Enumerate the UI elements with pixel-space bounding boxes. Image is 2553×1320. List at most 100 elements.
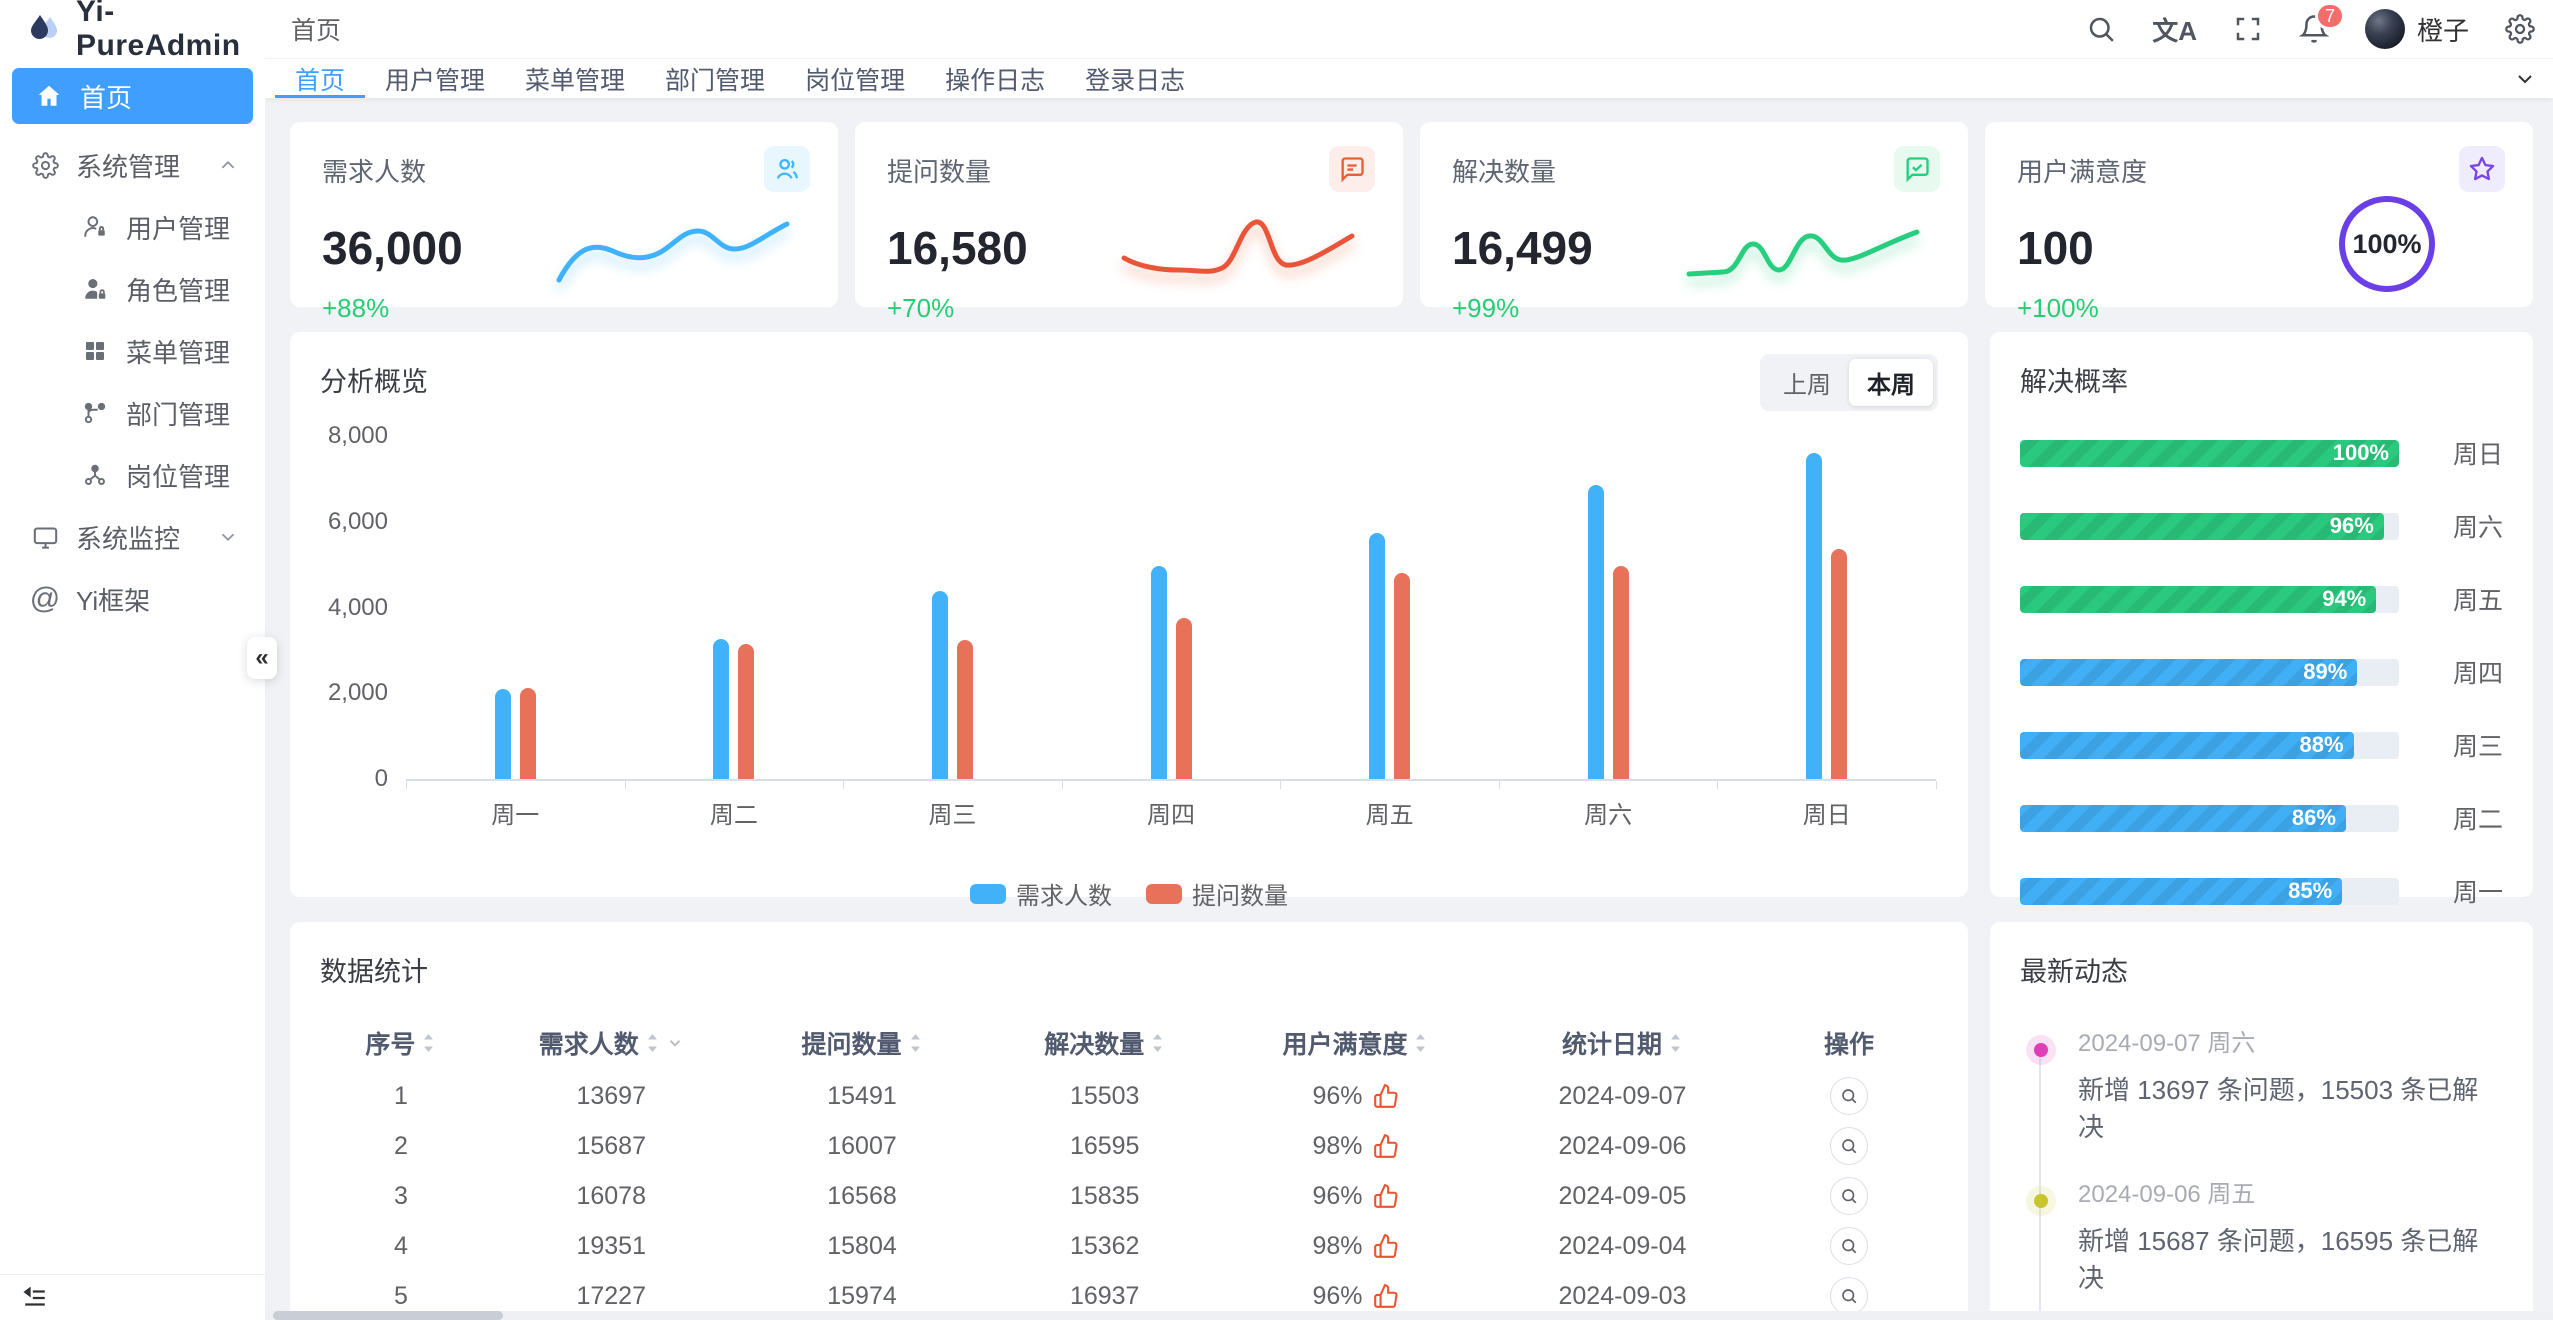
solve-rate-row-周四: 89% 周四 (2020, 654, 2503, 690)
news-item: 2024-09-07 周六 新增 13697 条问题，15503 条已解决 (2026, 1023, 2503, 1144)
x-axis-tick (1717, 781, 1719, 789)
sidebar-item-system-management[interactable]: 系统管理 (0, 134, 265, 196)
sidebar-item-label: 用户管理 (126, 213, 231, 244)
sidebar-item-role-management[interactable]: 角色管理 (0, 258, 265, 320)
column-label: 需求人数 (538, 1031, 639, 1059)
cell-date: 2024-09-05 (1558, 1181, 1687, 1210)
cell-solved: 15503 (1069, 1081, 1140, 1110)
column-header-用户满意度[interactable]: 用户满意度 (1226, 1015, 1485, 1071)
satisfaction-ring: 100% (2339, 196, 2435, 292)
tab-3[interactable]: 部门管理 (665, 66, 766, 95)
bar-需求人数-周五[interactable] (1369, 533, 1386, 779)
tab-4[interactable]: 岗位管理 (805, 66, 906, 95)
sort-icon[interactable] (1413, 1030, 1428, 1056)
sidebar-item-yi-framework[interactable]: @ Yi框架 (0, 568, 265, 630)
column-header-需求人数[interactable]: 需求人数 (482, 1015, 741, 1071)
progress-percent-label: 89% (2303, 659, 2348, 684)
column-header-统计日期[interactable]: 统计日期 (1485, 1015, 1760, 1071)
view-row-button[interactable] (1829, 1227, 1868, 1265)
news-text: 新增 15687 条问题，16595 条已解决 (2078, 1226, 2479, 1293)
sort-icon[interactable] (908, 1030, 923, 1056)
tab-1[interactable]: 用户管理 (385, 66, 486, 95)
stat-delta: +88% (322, 293, 390, 323)
sidebar: Yi-PureAdmin 首页 系统管理 用户管理 (0, 0, 265, 1320)
view-row-button[interactable] (1829, 1277, 1868, 1315)
stat-title: 需求人数 (322, 157, 427, 187)
stat-title: 用户满意度 (2017, 157, 2148, 187)
view-row-button[interactable] (1829, 1177, 1868, 1215)
last-week-button[interactable]: 上周 (1783, 372, 1831, 399)
stat-card-solved: 解决数量 16,499 +99% (1420, 122, 1968, 323)
tab-6[interactable]: 登录日志 (1085, 66, 1186, 95)
bar-提问数量-周五[interactable] (1394, 573, 1411, 779)
app-logo[interactable]: Yi-PureAdmin (0, 0, 265, 62)
sidebar-item-menu-management[interactable]: 菜单管理 (0, 320, 265, 382)
progress-track: 96% (2020, 512, 2399, 540)
bar-需求人数-周三[interactable] (931, 591, 948, 779)
legend-item-需求人数[interactable]: 需求人数 (970, 876, 1112, 911)
tab-0[interactable]: 首页 (275, 59, 366, 98)
sort-icon[interactable] (645, 1030, 660, 1056)
sidebar-item-user-management[interactable]: 用户管理 (0, 196, 265, 258)
sidebar-item-label: 系统管理 (76, 151, 181, 182)
sidebar-item-home[interactable]: 首页 (12, 68, 253, 124)
translate-icon[interactable]: 文A (2152, 15, 2197, 46)
sort-icon[interactable] (1668, 1030, 1683, 1056)
table-row: 5 17227 15974 16937 96% 2024-09-03 (320, 1271, 1938, 1320)
bar-提问数量-周日[interactable] (1831, 549, 1848, 779)
thumbs-up-icon (1373, 1283, 1399, 1309)
bar-需求人数-周四[interactable] (1150, 566, 1167, 779)
solve-rate-row-周日: 100% 周日 (2020, 435, 2503, 471)
search-icon[interactable] (2086, 14, 2116, 44)
bar-需求人数-周日[interactable] (1806, 453, 1823, 779)
filter-chevron-icon[interactable] (666, 1034, 684, 1052)
sidebar-item-post-management[interactable]: 岗位管理 (0, 444, 265, 506)
progress-track: 85% (2020, 877, 2399, 905)
breadcrumb[interactable]: 首页 (291, 17, 342, 45)
x-axis-label: 周二 (709, 802, 758, 829)
view-row-button[interactable] (1829, 1077, 1868, 1115)
user-menu[interactable]: 橙子 (2364, 9, 2469, 49)
bar-提问数量-周三[interactable] (956, 640, 973, 779)
bar-需求人数-周二[interactable] (713, 639, 730, 779)
latest-news-card: 最新动态 2024-09-07 周六 新增 13697 条问题，15503 条已解… (1990, 922, 2533, 1320)
bar-提问数量-周四[interactable] (1175, 618, 1192, 779)
settings-gear-icon[interactable] (2505, 14, 2535, 44)
bar-提问数量-周六[interactable] (1612, 566, 1629, 779)
stats-title: 数据统计 (320, 957, 428, 987)
progress-percent-label: 88% (2299, 732, 2344, 757)
sort-icon[interactable] (1150, 1030, 1165, 1056)
x-axis-tick (406, 781, 407, 789)
data-statistics-card: 数据统计 序号 需求人数 提问数量 解决数量 用户满意度 统计日期 操作 1 13697 154… (290, 922, 1968, 1320)
sidebar-item-label: 首页 (80, 82, 133, 113)
sidebar-item-system-monitor[interactable]: 系统监控 (0, 506, 265, 568)
tab-2[interactable]: 菜单管理 (525, 66, 626, 95)
bar-需求人数-周一[interactable] (494, 689, 511, 779)
bar-提问数量-周一[interactable] (519, 688, 536, 779)
collapse-sidebar-handle[interactable]: « (247, 637, 277, 679)
bar-group-周日 (1717, 436, 1936, 779)
sidebar-item-department-management[interactable]: 部门管理 (0, 382, 265, 444)
tab-5[interactable]: 操作日志 (945, 66, 1046, 95)
column-header-解决数量[interactable]: 解决数量 (983, 1015, 1226, 1071)
this-week-button[interactable]: 本周 (1849, 359, 1933, 406)
stat-delta: +100% (2017, 293, 2099, 323)
thumbs-up-icon (1373, 1133, 1399, 1159)
legend-item-提问数量[interactable]: 提问数量 (1146, 876, 1288, 911)
fullscreen-icon[interactable] (2233, 14, 2263, 44)
bar-提问数量-周二[interactable] (738, 644, 755, 779)
cell-demand: 19351 (576, 1231, 646, 1260)
scrollbar-thumb[interactable] (273, 1311, 503, 1320)
cell-demand: 16078 (576, 1181, 646, 1210)
cell-date: 2024-09-04 (1558, 1231, 1687, 1260)
bar-需求人数-周六[interactable] (1587, 485, 1604, 779)
view-row-button[interactable] (1829, 1127, 1868, 1165)
sidebar-fold-button[interactable] (0, 1274, 265, 1320)
horizontal-scrollbar[interactable] (265, 1311, 2553, 1320)
cell-action (1760, 1071, 1938, 1121)
column-header-提问数量[interactable]: 提问数量 (741, 1015, 984, 1071)
notifications-button[interactable]: 7 (2298, 2, 2345, 44)
sort-icon[interactable] (421, 1030, 436, 1056)
tabs-menu-chevron-down-icon[interactable] (2513, 59, 2553, 98)
column-header-序号[interactable]: 序号 (320, 1015, 482, 1071)
